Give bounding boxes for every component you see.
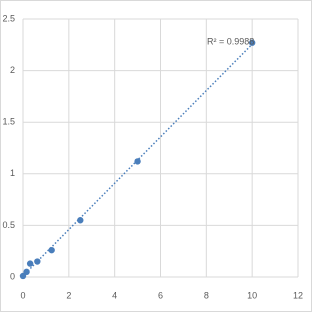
y-tick-label: 0.5 — [2, 220, 15, 230]
annotation: R² = 0.9988 — [207, 36, 254, 46]
point — [23, 268, 30, 276]
y-tick-label: 1.5 — [2, 117, 15, 127]
point — [34, 258, 41, 265]
y-tick-label: 0 — [10, 271, 15, 281]
point — [26, 260, 34, 267]
point — [77, 217, 84, 224]
point — [48, 246, 55, 254]
x-tick-label: 8 — [204, 290, 209, 300]
x-tick-label: 2 — [66, 290, 71, 300]
chart: 0 0.5 1 1.5 2 2.5 0 2 4 6 8 10 12 R² = 0.9988 — [0, 0, 312, 312]
point — [134, 158, 141, 165]
x-tick-label: 0 — [20, 290, 25, 300]
x-tick-label: 6 — [158, 290, 163, 300]
point — [19, 272, 27, 280]
point — [248, 39, 256, 46]
chart-border — [0, 0, 312, 312]
x-tick-label: 10 — [247, 290, 257, 300]
x-tick-label: 4 — [112, 290, 117, 300]
y-tick-label: 2 — [10, 65, 15, 75]
x-tick-label: 12 — [293, 290, 303, 300]
y-tick-label: 1 — [10, 168, 15, 178]
y-tick-label: 2.5 — [2, 13, 15, 23]
